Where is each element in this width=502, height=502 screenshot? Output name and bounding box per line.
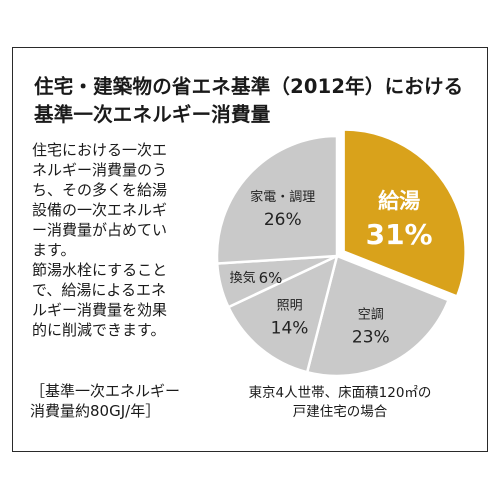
slice-label-3: 換気 <box>230 270 256 286</box>
slice-value-3: 6% <box>259 269 283 287</box>
slice-value-1: 23% <box>352 327 390 347</box>
description-line: 的に削減できます。 <box>32 321 166 339</box>
description-line: ルギー消費量を効果 <box>32 301 168 319</box>
chart-caption-line-1: 東京4人世帯、床面積120㎡の <box>248 385 432 401</box>
description-line: 設備の一次エネルギ <box>32 201 168 219</box>
note-line: ［基準一次エネルギー <box>30 382 181 400</box>
description-text: 住宅における一次エ ネルギー消費量のう ち、その多くを給湯 設備の一次エネルギ … <box>32 140 167 340</box>
description-line: ち、その多くを給湯 <box>32 181 168 199</box>
pie-slice-0 <box>342 128 467 299</box>
slice-label-0: 給湯 <box>378 189 420 213</box>
pie-slice-1 <box>305 254 451 378</box>
chart-frame <box>12 47 488 452</box>
description-line: で、給湯によるエネ <box>32 281 166 299</box>
description-line: 節湯水栓にすること <box>32 261 168 279</box>
chart-caption-line-2: 戸建住宅の場合 <box>292 404 388 420</box>
slice-value-0: 31% <box>366 218 433 251</box>
description-line: 住宅における一次エ <box>32 141 168 159</box>
pie-slice-2 <box>226 253 339 374</box>
description-line: ー消費量が占めてい <box>32 221 168 239</box>
chart-title-line-1: 住宅・建築物の省エネ基準（2012年）における <box>34 75 464 98</box>
slice-value-4: 26% <box>264 210 302 230</box>
slice-label-2: 照明 <box>277 298 303 313</box>
description-line: ネルギー消費量のう <box>32 161 168 179</box>
note-line: 消費量約80GJ/年］ <box>30 402 161 420</box>
chart-title-line-2: 基準一次エネルギー消費量 <box>34 103 271 126</box>
pie-slice-4 <box>215 134 339 265</box>
slice-label-1: 空調 <box>358 307 384 322</box>
slice-value-2: 14% <box>271 318 309 338</box>
slice-label-4: 家電・調理 <box>250 189 315 205</box>
annual-consumption-note: ［基準一次エネルギー 消費量約80GJ/年］ <box>30 381 180 421</box>
description-line: ます。 <box>32 241 76 259</box>
